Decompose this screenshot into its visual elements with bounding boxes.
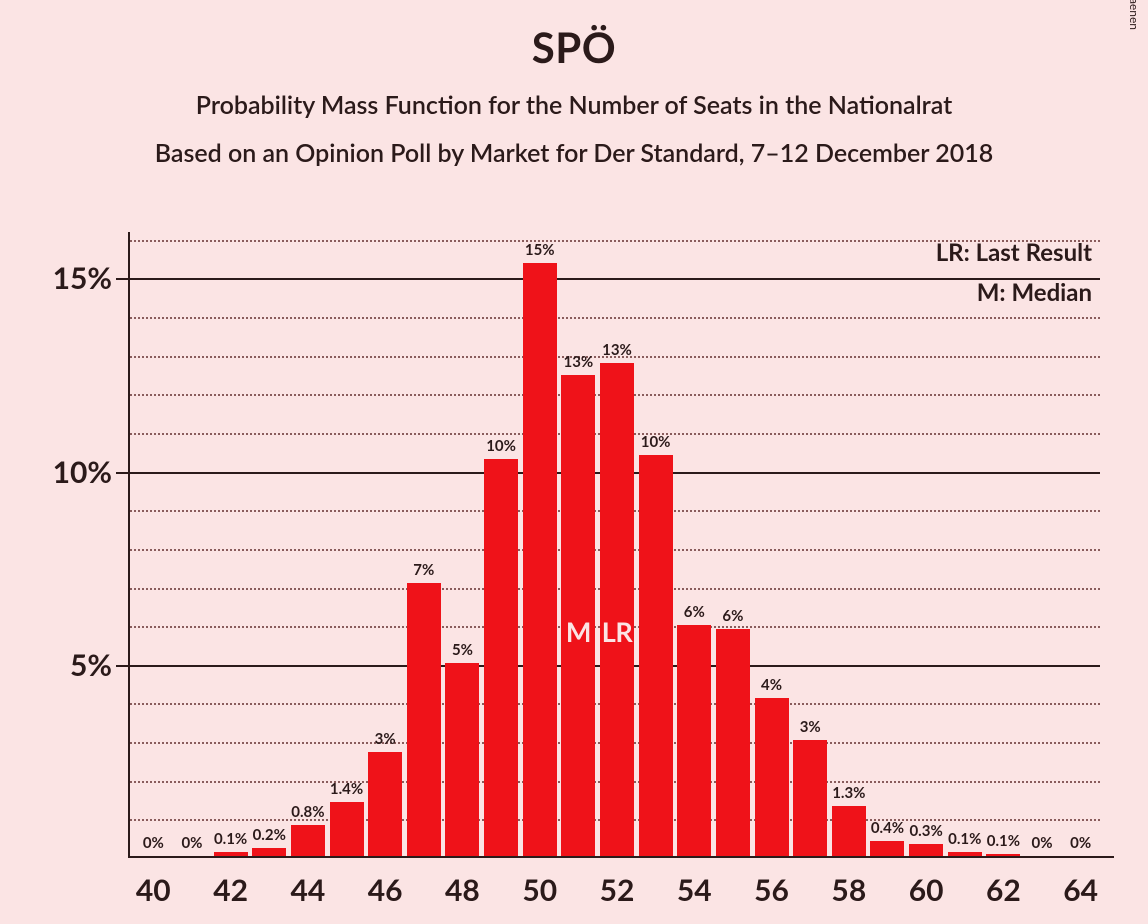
last-result-marker: LR [602,615,632,648]
bar [832,806,866,856]
y-axis-label: 15% [53,260,112,296]
bar [445,663,479,856]
grid-minor [130,317,1100,319]
bar [330,802,364,856]
bar [252,848,286,856]
x-axis-label: 58 [831,872,866,908]
bar-value-label: 3% [375,730,396,748]
bar-value-label: 13% [602,341,632,359]
bar-value-label: 0.4% [871,819,904,837]
x-axis-label: 62 [986,872,1021,908]
bar [407,583,441,856]
bar [986,854,1020,856]
bar-value-label: 10% [486,437,516,455]
bar-value-label: 5% [452,641,473,659]
x-axis-label: 50 [522,872,557,908]
bar-value-label: 13% [564,353,594,371]
bar-value-label: 0.1% [948,830,981,848]
bar-value-label: 6% [722,607,743,625]
legend-last-result: LR: Last Result [936,238,1092,267]
bar-value-label: 7% [413,561,434,579]
bar [793,740,827,856]
chart-plot-area: LR: Last Result M: Median 5% 10% 15% 0% 0% 0.… [128,232,1114,858]
median-marker: M [566,615,591,648]
bar-value-label: 0.8% [291,803,324,821]
bar [948,852,982,856]
y-tick [116,472,128,474]
x-axis-label: 60 [909,872,944,908]
bar [870,841,904,856]
y-axis-label: 5% [70,647,112,683]
bar-value-label: 15% [525,241,555,259]
chart-title: SPÖ [0,22,1148,72]
x-axis-label: 48 [445,872,480,908]
x-axis-label: 52 [600,872,635,908]
bar-value-label: 1.4% [330,780,363,798]
x-axis-label: 42 [213,872,248,908]
bar [484,459,518,856]
bar-value-label: 0.3% [909,822,942,840]
grid-minor [130,240,1100,242]
bar-value-label: 6% [684,603,705,621]
bar [368,752,402,856]
x-axis-label: 40 [136,872,171,908]
y-tick [116,278,128,280]
x-axis-label: 46 [368,872,403,908]
bar-value-label: 0% [1032,834,1053,852]
bar [909,844,943,856]
bar [600,363,634,856]
y-axis-line [128,232,130,858]
bar [639,455,673,856]
x-axis-label: 54 [677,872,712,908]
chart-subtitle-1: Probability Mass Function for the Number… [0,90,1148,120]
chart-subtitle-2: Based on an Opinion Poll by Market for D… [0,138,1148,168]
grid-major [130,278,1100,280]
bar [716,629,750,856]
bar-value-label: 0.2% [253,826,286,844]
bar-value-label: 4% [761,676,782,694]
bar [677,625,711,856]
bar-value-label: 1.3% [832,784,865,802]
x-axis-label: 64 [1063,872,1098,908]
y-tick [116,665,128,667]
bar-value-label: 10% [641,433,671,451]
x-axis-label: 56 [754,872,789,908]
copyright-text: © 2019 Filip van Laenen [1127,0,1142,30]
legend-median: M: Median [977,278,1092,307]
y-axis-label: 10% [53,454,112,490]
bar-value-label: 0.1% [214,830,247,848]
bar-value-label: 3% [800,718,821,736]
bar-value-label: 0% [1070,834,1091,852]
bar-value-label: 0.1% [987,832,1020,850]
bar [291,825,325,856]
bar-value-label: 0% [143,834,164,852]
x-axis-label: 44 [290,872,325,908]
bar-value-label: 0% [181,834,202,852]
bar [755,698,789,856]
bar [214,852,248,856]
bar [523,263,557,856]
x-axis-line [128,856,1114,858]
